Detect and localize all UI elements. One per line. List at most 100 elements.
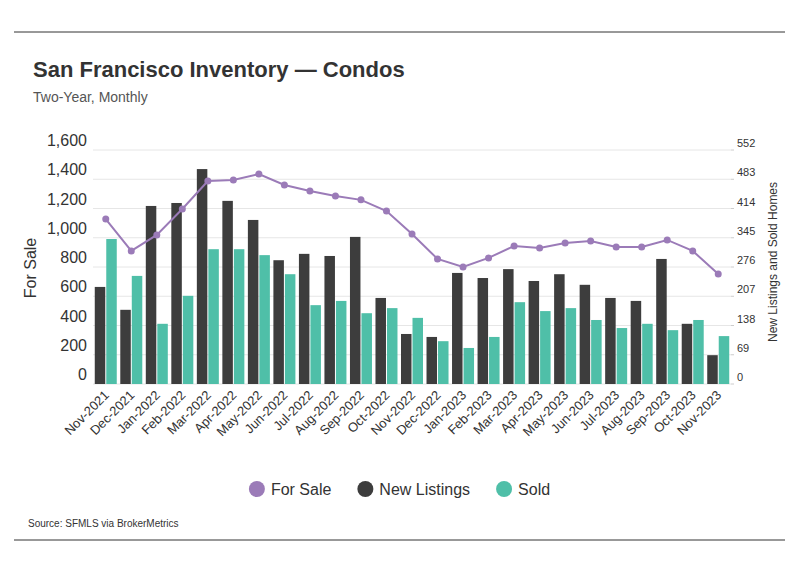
bar	[719, 336, 730, 384]
marker	[562, 240, 569, 247]
marker	[638, 243, 645, 250]
marker	[664, 236, 671, 243]
bar	[682, 324, 693, 384]
marker	[434, 255, 441, 262]
y2-tick	[731, 354, 734, 355]
y2-tick	[731, 208, 734, 209]
marker	[536, 244, 543, 251]
marker	[460, 264, 467, 271]
bar	[427, 337, 438, 384]
y-tick-label: 600	[60, 278, 87, 295]
bar	[656, 259, 667, 384]
y2-tick-label: 483	[737, 166, 755, 178]
y2-tick-label: 345	[737, 225, 755, 237]
plot-area	[95, 169, 729, 384]
marker	[511, 242, 518, 249]
bar	[120, 310, 131, 384]
y2-axis-title: New Listings and Sold Homes	[766, 182, 780, 342]
marker	[128, 247, 135, 254]
bottom-rule	[14, 540, 785, 541]
marker	[281, 181, 288, 188]
title: San Francisco Inventory — Condos	[33, 57, 405, 82]
y-tick-label: 0	[78, 366, 87, 383]
marker	[102, 216, 109, 223]
y-tick-label: 1,000	[47, 220, 87, 237]
bar	[452, 273, 463, 384]
bar	[248, 220, 259, 384]
y2-tick-label: 138	[737, 313, 755, 325]
marker	[357, 196, 364, 203]
bar	[387, 308, 398, 384]
y2-tick-label: 207	[737, 283, 755, 295]
bar	[631, 301, 642, 384]
bar	[617, 328, 628, 384]
bar	[489, 337, 500, 384]
y-tick-label: 200	[60, 337, 87, 354]
marker	[715, 271, 722, 278]
y-axis-title: For Sale	[22, 238, 39, 299]
legend-swatch	[496, 481, 512, 497]
bar	[707, 355, 718, 384]
bar	[642, 324, 653, 384]
y2-tick	[731, 296, 734, 297]
marker	[485, 254, 492, 261]
bar	[361, 313, 372, 384]
bar	[668, 330, 679, 384]
bar	[464, 348, 475, 384]
bar	[540, 311, 551, 384]
marker	[383, 207, 390, 214]
bar	[106, 239, 117, 384]
bar	[580, 285, 591, 384]
bar	[273, 260, 284, 384]
legend-label: For Sale	[271, 481, 332, 498]
bar	[310, 305, 321, 384]
y-tick-label: 1,600	[47, 132, 87, 149]
y2-tick	[731, 179, 734, 180]
y2-tick	[731, 150, 734, 151]
y2-tick-label: 0	[737, 371, 743, 383]
y-tick-label: 800	[60, 249, 87, 266]
legend-label: Sold	[518, 481, 550, 498]
bar	[171, 203, 182, 384]
y-tick-label: 400	[60, 308, 87, 325]
legend: For Sale New Listings Sold	[249, 481, 550, 498]
bar	[591, 320, 602, 384]
x-tick-label: Nov-2023	[674, 388, 724, 438]
bar	[478, 278, 489, 384]
marker	[153, 231, 160, 238]
marker	[204, 178, 211, 185]
bar	[197, 169, 208, 384]
subtitle: Two-Year, Monthly	[33, 89, 148, 105]
bar	[566, 308, 577, 384]
y-tick-label: 1,400	[47, 161, 87, 178]
grid-line	[93, 208, 731, 209]
y-tick-label: 1,200	[47, 191, 87, 208]
bar	[413, 318, 424, 384]
bar	[375, 298, 386, 384]
bar	[285, 274, 296, 384]
grid-line	[93, 179, 731, 180]
bar	[222, 201, 233, 384]
bar	[234, 249, 245, 384]
bar	[529, 281, 540, 384]
legend-label: New Listings	[379, 481, 470, 498]
marker	[230, 176, 237, 183]
top-rule	[14, 32, 785, 33]
y2-tick-label: 552	[737, 137, 755, 149]
bar	[350, 237, 361, 384]
y2-tick	[731, 325, 734, 326]
bar	[605, 298, 616, 384]
legend-swatch	[249, 481, 265, 497]
y2-tick-label: 69	[737, 342, 749, 354]
bar	[554, 274, 565, 384]
bar	[132, 276, 143, 384]
marker	[179, 205, 186, 212]
marker	[255, 170, 262, 177]
bar	[259, 255, 270, 384]
bar	[515, 302, 526, 384]
marker	[332, 192, 339, 199]
bar	[157, 324, 168, 384]
bar	[299, 254, 310, 384]
marker	[613, 243, 620, 250]
y2-tick	[731, 384, 734, 385]
